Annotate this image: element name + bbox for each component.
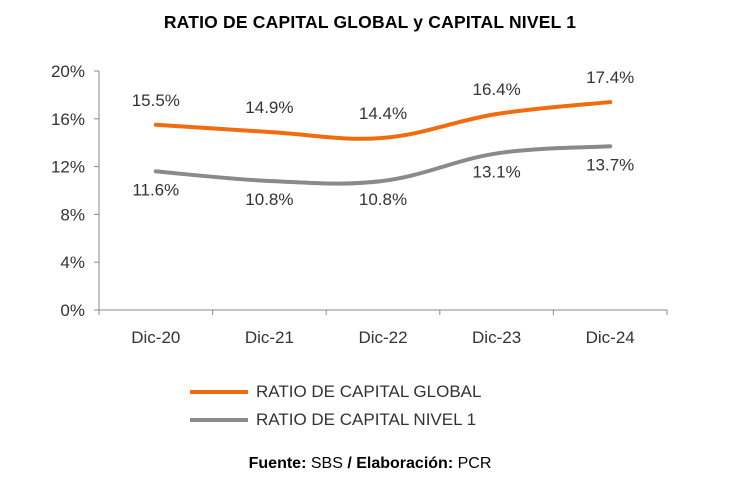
data-label-nivel1: 11.6% bbox=[132, 180, 179, 199]
line-chart: 0% 4% 8% 12% 16% 20% Dic-20 Dic-21 Dic-22 Dic-23 D… bbox=[51, 62, 668, 347]
data-label-global: 14.9% bbox=[245, 98, 293, 117]
y-tick-label: 12% bbox=[51, 158, 85, 177]
data-label-global: 16.4% bbox=[472, 80, 520, 99]
legend-item-global: RATIO DE CAPITAL GLOBAL bbox=[190, 378, 481, 406]
data-label-global: 15.5% bbox=[132, 91, 180, 110]
data-label-nivel1: 10.8% bbox=[245, 190, 293, 209]
y-tick-label: 4% bbox=[60, 253, 85, 272]
source-note: Fuente: SBS / Elaboración: PCR bbox=[0, 455, 740, 473]
x-tick-label: Dic-24 bbox=[586, 328, 635, 347]
source-label: Fuente: bbox=[248, 455, 307, 472]
y-tick-label: 0% bbox=[60, 301, 85, 320]
y-tick-label: 16% bbox=[51, 110, 85, 129]
data-label-nivel1: 10.8% bbox=[359, 190, 407, 209]
chart-title: RATIO DE CAPITAL GLOBAL y CAPITAL NIVEL … bbox=[163, 12, 577, 32]
chart-data-labels: 15.5% 14.9% 14.4% 16.4% 17.4% 11.6% 10.8% 10.8%… bbox=[132, 68, 635, 209]
elaboration-value: PCR bbox=[457, 455, 492, 472]
legend-label-nivel1: RATIO DE CAPITAL NIVEL 1 bbox=[256, 410, 477, 429]
data-label-nivel1: 13.1% bbox=[472, 162, 520, 181]
x-tick-label: Dic-23 bbox=[472, 328, 521, 347]
source-value: SBS bbox=[310, 455, 343, 472]
legend-label-global: RATIO DE CAPITAL GLOBAL bbox=[256, 382, 482, 401]
data-label-global: 17.4% bbox=[586, 68, 634, 87]
data-label-nivel1: 13.7% bbox=[586, 155, 634, 174]
legend-swatch-nivel1 bbox=[190, 418, 248, 422]
series-line-nivel1 bbox=[153, 144, 613, 186]
x-tick-label: Dic-20 bbox=[131, 328, 180, 347]
chart-series bbox=[153, 100, 613, 186]
data-label-global: 14.4% bbox=[359, 104, 407, 123]
y-tick-label: 20% bbox=[51, 62, 85, 81]
x-tick-label: Dic-22 bbox=[358, 328, 407, 347]
legend-swatch-global bbox=[190, 390, 248, 394]
source-separator: / bbox=[347, 455, 352, 472]
y-tick-label: 8% bbox=[60, 205, 85, 224]
x-tick-label: Dic-21 bbox=[245, 328, 294, 347]
chart-legend: RATIO DE CAPITAL GLOBAL RATIO DE CAPITAL… bbox=[190, 378, 481, 434]
chart-axes: 0% 4% 8% 12% 16% 20% Dic-20 Dic-21 Dic-22 Dic-23 D… bbox=[51, 62, 668, 347]
legend-item-nivel1: RATIO DE CAPITAL NIVEL 1 bbox=[190, 406, 481, 434]
elaboration-label: Elaboración: bbox=[356, 455, 454, 472]
